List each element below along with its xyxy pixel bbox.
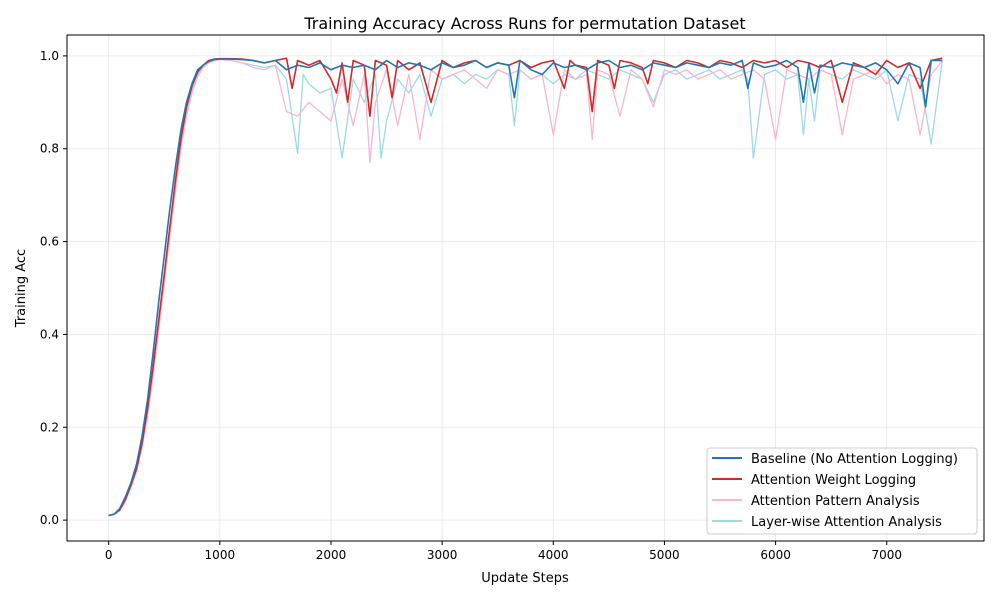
series-line-2 [108, 58, 943, 517]
series-line-1 [108, 57, 943, 517]
y-tick-label: 1.0 [40, 49, 59, 63]
x-tick-label: 5000 [649, 548, 680, 562]
legend-box [706, 447, 978, 535]
chart-title: Training Accuracy Across Runs for permut… [303, 14, 745, 33]
legend-label: Attention Pattern Analysis [751, 494, 920, 509]
x-axis-label: Update Steps [481, 571, 569, 586]
x-tick-label: 0 [105, 548, 113, 562]
x-tick-label: 1000 [205, 548, 236, 562]
y-tick-label: 0.4 [40, 327, 59, 341]
y-axis-label: Training Acc [14, 249, 29, 328]
x-axis: 0 1000 2000 3000 4000 5000 6000 7000 [105, 541, 902, 562]
y-tick-label: 0.8 [40, 142, 59, 156]
legend-label: Baseline (No Attention Logging) [751, 452, 958, 467]
legend-label: Attention Weight Logging [751, 473, 916, 488]
legend-label: Layer-wise Attention Analysis [751, 515, 942, 530]
x-tick-label: 6000 [760, 548, 791, 562]
series-line-3 [108, 58, 943, 517]
legend: Baseline (No Attention Logging) Attention… [706, 447, 978, 535]
plot-lines [108, 57, 943, 517]
y-tick-label: 0.6 [40, 235, 59, 249]
plot-frame [66, 34, 985, 542]
series-line-0 [108, 58, 943, 517]
y-axis: 0.0 0.2 0.4 0.6 0.8 1.0 [40, 49, 67, 527]
y-tick-label: 0.2 [40, 420, 59, 434]
y-tick-label: 0.0 [40, 513, 59, 527]
x-tick-label: 4000 [538, 548, 569, 562]
x-tick-label: 3000 [427, 548, 458, 562]
x-tick-label: 2000 [316, 548, 347, 562]
x-tick-label: 7000 [871, 548, 902, 562]
